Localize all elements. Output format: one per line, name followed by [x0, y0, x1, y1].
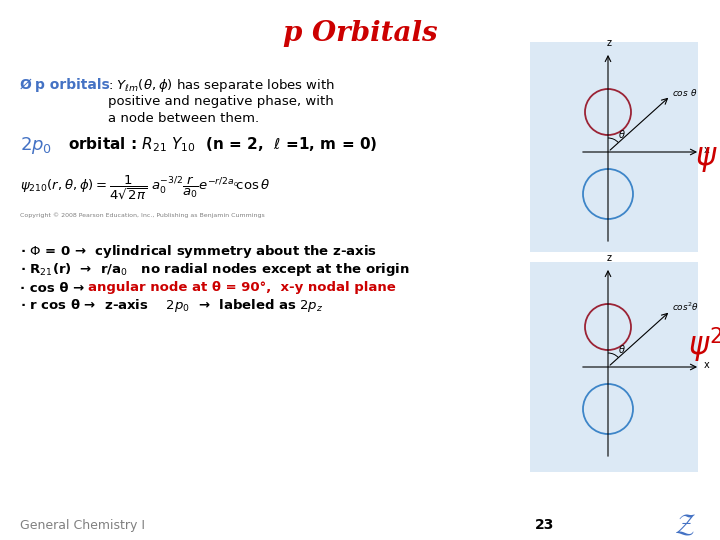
- Text: · r cos θ →  z-axis    $2p_0$  →  labeled as $2p_z$: · r cos θ → z-axis $2p_0$ → labeled as $…: [20, 298, 323, 314]
- Text: angular node at θ = 90°,  x-y nodal plane: angular node at θ = 90°, x-y nodal plane: [88, 281, 396, 294]
- Text: x: x: [704, 145, 710, 155]
- Text: orbital : $R_{21}$ $Y_{10}$  (n = 2,  $\ell$ =1, m = 0): orbital : $R_{21}$ $Y_{10}$ (n = 2, $\el…: [68, 136, 377, 154]
- Text: p Orbitals: p Orbitals: [283, 20, 437, 47]
- Text: $2p_0$: $2p_0$: [20, 134, 52, 156]
- Text: $\mathcal{Z}$: $\mathcal{Z}$: [674, 511, 696, 539]
- Text: $\psi^2$: $\psi^2$: [688, 325, 720, 364]
- Text: x: x: [704, 360, 710, 370]
- Bar: [530, 262, 698, 472]
- Text: z: z: [606, 253, 611, 263]
- Text: a node between them.: a node between them.: [108, 112, 259, 125]
- Text: · R$_{21}$(r)  →  r/a$_0$   no radial nodes except at the origin: · R$_{21}$(r) → r/a$_0$ no radial nodes …: [20, 261, 410, 279]
- Text: $\psi$: $\psi$: [695, 145, 717, 174]
- Text: 23: 23: [535, 518, 554, 532]
- Text: : $Y_{\ell m}(\theta,\phi)$ has separate lobes with: : $Y_{\ell m}(\theta,\phi)$ has separate…: [108, 77, 335, 93]
- Text: Copyright © 2008 Pearson Education, Inc., Publishing as Benjamin Cummings: Copyright © 2008 Pearson Education, Inc.…: [20, 212, 265, 218]
- Text: $cos^2\theta$: $cos^2\theta$: [672, 301, 699, 313]
- Text: · $\Phi$ = 0 →  cylindrical symmetry about the z-axis: · $\Phi$ = 0 → cylindrical symmetry abou…: [20, 244, 377, 260]
- Text: $\theta$: $\theta$: [618, 343, 626, 355]
- Text: p orbitals: p orbitals: [35, 78, 109, 92]
- Text: $\psi_{210}(r,\theta,\phi) = \dfrac{1}{4\sqrt{2\pi}}\;a_0^{-3/2}\dfrac{r}{a_0}e^: $\psi_{210}(r,\theta,\phi) = \dfrac{1}{4…: [20, 174, 270, 202]
- Text: Ø: Ø: [20, 78, 32, 92]
- Text: $cos\ \theta$: $cos\ \theta$: [672, 86, 698, 98]
- Text: positive and negative phase, with: positive and negative phase, with: [108, 96, 334, 109]
- Text: $\theta$: $\theta$: [618, 128, 626, 140]
- Text: · cos θ →: · cos θ →: [20, 281, 89, 294]
- Text: z: z: [606, 38, 611, 48]
- Text: General Chemistry I: General Chemistry I: [20, 518, 145, 531]
- Bar: [530, 42, 698, 252]
